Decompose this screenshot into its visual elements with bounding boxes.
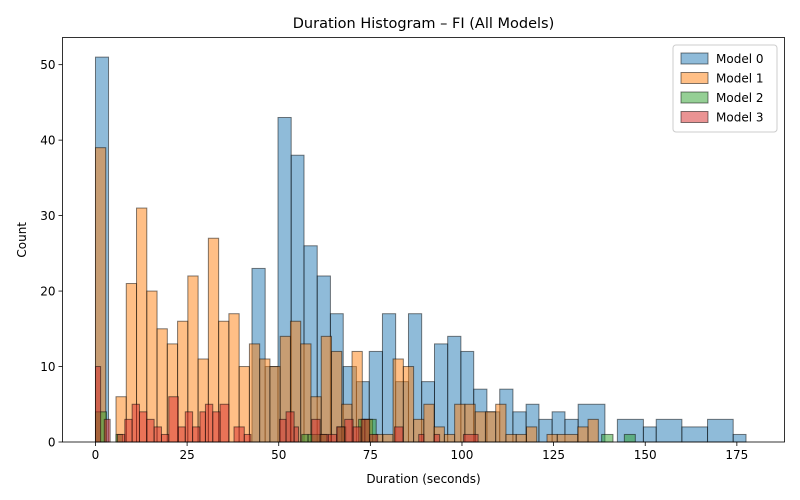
y-tick-label: 0 (48, 436, 56, 450)
histogram-bar (300, 343, 312, 443)
x-tick-label: 175 (725, 448, 748, 462)
histogram-bar (168, 396, 179, 443)
y-axis: 0 10 20 30 40 50 (40, 58, 63, 450)
histogram-bar (124, 418, 133, 443)
histogram-bar (228, 313, 240, 443)
histogram-bar (248, 343, 261, 443)
histogram-bar (259, 358, 271, 443)
histogram-bar (138, 411, 148, 443)
y-axis-label: Count (15, 222, 29, 258)
histogram-bar (495, 403, 507, 443)
histogram-bar (587, 418, 599, 443)
histogram-bar (344, 418, 354, 443)
legend-label: Model 2 (716, 91, 763, 105)
histogram-bar (642, 426, 657, 443)
histogram-bar (243, 433, 252, 443)
x-tick-label: 100 (451, 448, 474, 462)
histogram-bar (233, 426, 245, 443)
legend-box (672, 44, 778, 133)
x-tick-label: 0 (92, 448, 100, 462)
histogram-bar (327, 433, 338, 443)
histogram-bar (402, 366, 415, 443)
plot-frame (62, 37, 785, 443)
histogram-bar (352, 426, 362, 443)
histogram-bar (336, 426, 346, 443)
histogram-bar (369, 433, 379, 443)
legend-swatch (680, 91, 709, 104)
histogram-bar (160, 433, 170, 443)
histogram-bar (655, 418, 683, 443)
histogram-bar (156, 328, 168, 443)
x-tick-label: 125 (542, 448, 565, 462)
histogram-bar (212, 411, 221, 443)
histogram-bar (301, 433, 309, 443)
histogram-bar (311, 418, 321, 443)
y-tick-label: 50 (40, 58, 55, 72)
histogram-bar (732, 433, 747, 443)
histogram-bar (505, 433, 517, 443)
series-model-3 (94, 366, 479, 443)
x-tick-label: 50 (271, 448, 286, 462)
histogram-bar (177, 426, 186, 443)
x-tick-label: 25 (179, 448, 194, 462)
histogram-bar (278, 418, 287, 443)
x-tick-label: 150 (634, 448, 657, 462)
chart-title: Duration Histogram – FI (All Models) (293, 16, 555, 32)
histogram-bar (192, 426, 201, 443)
histogram-bar (116, 433, 126, 443)
histogram-bar (219, 403, 230, 443)
histogram-bar (433, 433, 441, 443)
histogram-bar (269, 366, 281, 443)
y-tick-label: 30 (40, 209, 55, 223)
x-axis: 0 25 50 75 100 125 150 175 (92, 442, 748, 462)
histogram-bar (484, 411, 497, 443)
histogram-bar (546, 433, 558, 443)
histogram-bar (577, 426, 589, 443)
histogram-bar (146, 418, 155, 443)
plot-area (94, 56, 747, 443)
histogram-bar (423, 403, 435, 443)
y-tick-label: 40 (40, 134, 55, 148)
histogram-bar (623, 433, 636, 443)
legend-label: Model 1 (716, 72, 763, 86)
histogram-bar (184, 411, 194, 443)
histogram-bar (103, 418, 111, 443)
histogram-bar (443, 433, 456, 443)
histogram-bar (382, 433, 394, 443)
y-tick-label: 10 (40, 360, 55, 374)
histogram-bar (556, 433, 579, 443)
histogram-bar (525, 426, 538, 443)
x-axis-label: Duration (seconds) (366, 472, 480, 486)
legend-label: Model 3 (716, 111, 763, 125)
histogram-bar (319, 433, 329, 443)
histogram-bar (131, 403, 140, 443)
histogram-bar (515, 433, 527, 443)
y-tick-label: 20 (40, 285, 55, 299)
histogram-bar (153, 426, 162, 443)
histogram-bar (601, 433, 614, 443)
histogram-bar (360, 418, 371, 443)
histogram-bar (394, 426, 404, 443)
legend-swatch (680, 52, 709, 65)
histogram-bar (462, 433, 479, 443)
series-model-1 (94, 147, 599, 443)
histogram-bar (707, 418, 734, 443)
legend-swatch (680, 72, 709, 84)
x-tick-label: 75 (363, 448, 378, 462)
histogram-bar (320, 335, 333, 443)
histogram-bar (285, 411, 295, 443)
legend-label: Model 0 (716, 52, 763, 66)
histogram-bar (199, 411, 206, 443)
legend: Model 0 Model 1 Model 2 Model 3 (672, 44, 778, 133)
histogram-bar (204, 403, 214, 443)
legend-swatch (680, 111, 709, 123)
histogram-bar (94, 366, 102, 443)
histogram-bar (293, 426, 300, 443)
histogram-bar (418, 433, 425, 443)
histogram-bar (681, 426, 709, 443)
